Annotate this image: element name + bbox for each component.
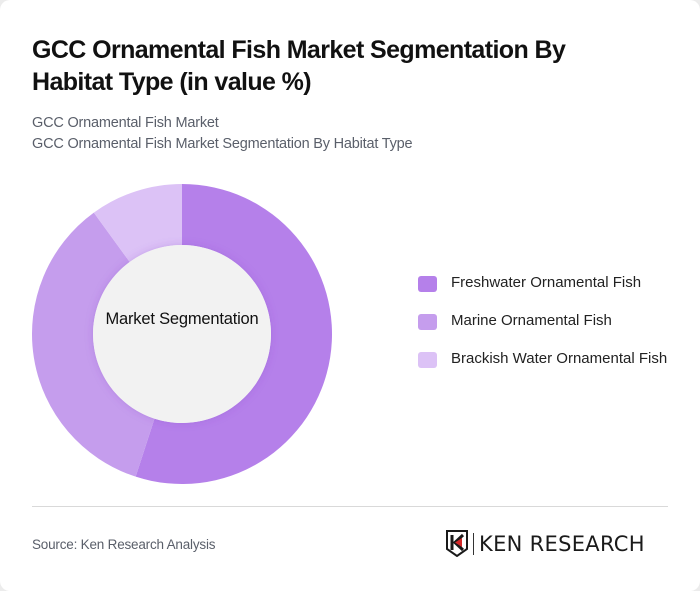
legend-item-brackish[interactable]: Brackish Water Ornamental Fish xyxy=(418,348,688,370)
legend-item-marine[interactable]: Marine Ornamental Fish xyxy=(418,310,688,332)
donut-slice-marine-ornamental-fish[interactable] xyxy=(32,212,155,477)
donut-slice-brackish-water-ornamental-fish[interactable] xyxy=(93,184,182,262)
donut-chart-area: Market Segmentation Freshwater Ornamenta… xyxy=(0,170,700,500)
subtitle-line-1: GCC Ornamental Fish Market xyxy=(32,115,219,131)
legend-label: Brackish Water Ornamental Fish xyxy=(451,350,668,367)
chart-title: GCC Ornamental Fish Market Segmentation … xyxy=(32,36,566,96)
subtitle-line-2: GCC Ornamental Fish Market Segmentation … xyxy=(32,136,413,152)
legend-item-freshwater[interactable]: Freshwater Ornamental Fish xyxy=(418,272,688,294)
legend-label: Freshwater Ornamental Fish xyxy=(451,274,642,291)
ken-research-logo-icon xyxy=(446,530,468,557)
legend-label: Marine Ornamental Fish xyxy=(451,312,612,329)
footer-divider xyxy=(32,506,668,507)
chart-legend: Freshwater Ornamental Fish Marine Orname… xyxy=(418,272,688,386)
legend-swatch xyxy=(418,352,437,368)
chart-subtitle: GCC Ornamental Fish Market GCC Ornamenta… xyxy=(32,113,413,155)
legend-swatch xyxy=(418,276,437,292)
logo-text: KEN RESEARCH xyxy=(479,531,645,556)
donut-slice-freshwater-ornamental-fish[interactable] xyxy=(135,184,332,484)
donut-center xyxy=(93,245,271,423)
ken-research-logo: KEN RESEARCH xyxy=(446,530,645,557)
donut-chart xyxy=(32,184,332,484)
donut-center-label: Market Segmentation xyxy=(105,310,259,328)
source-note: Source: Ken Research Analysis xyxy=(32,537,216,552)
logo-separator xyxy=(473,532,474,555)
legend-swatch xyxy=(418,314,437,330)
